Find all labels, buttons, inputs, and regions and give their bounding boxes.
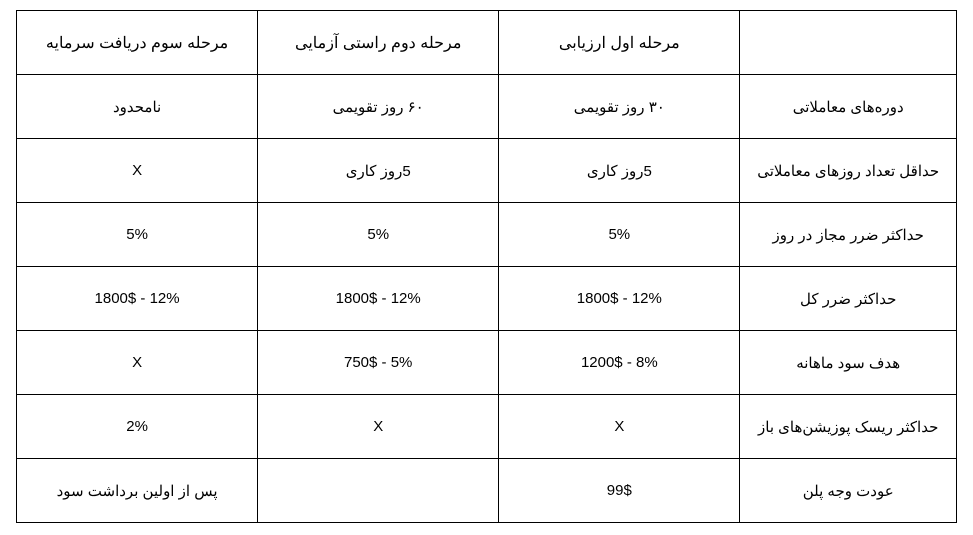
cell-stage2: X [258,395,499,459]
header-label-empty [740,11,957,75]
cell-stage2: ۶۰ روز تقویمی [258,75,499,139]
cell-stage1: ۳۰ روز تقویمی [499,75,740,139]
cell-stage2 [258,459,499,523]
cell-stage2: 12% - 1800$ [258,267,499,331]
cell-stage1: 12% - 1800$ [499,267,740,331]
cell-stage3: 5% [17,203,258,267]
header-stage1: مرحله اول ارزیابی [499,11,740,75]
row-label: عودت وجه پلن [740,459,957,523]
row-label: هدف سود ماهانه [740,331,957,395]
table-row: حداکثر ضرر کل 12% - 1800$ 12% - 1800$ 12… [17,267,957,331]
table-row: حداکثر ضرر مجاز در روز 5% 5% 5% [17,203,957,267]
cell-stage3: پس از اولین برداشت سود [17,459,258,523]
cell-stage3: X [17,331,258,395]
table-row: دوره‌های معاملاتی ۳۰ روز تقویمی ۶۰ روز ت… [17,75,957,139]
row-label: حداکثر ضرر کل [740,267,957,331]
table-row: حداقل تعداد روزهای معاملاتی 5روز کاری 5ر… [17,139,957,203]
table-row: حداکثر ریسک پوزیشن‌های باز X X 2% [17,395,957,459]
table-header-row: مرحله اول ارزیابی مرحله دوم راستی آزمایی… [17,11,957,75]
cell-stage3: 12% - 1800$ [17,267,258,331]
header-stage2: مرحله دوم راستی آزمایی [258,11,499,75]
cell-stage1: X [499,395,740,459]
cell-stage1: 8% - 1200$ [499,331,740,395]
pricing-table: مرحله اول ارزیابی مرحله دوم راستی آزمایی… [16,10,957,523]
cell-stage2: 5% - 750$ [258,331,499,395]
cell-stage1: 99$ [499,459,740,523]
header-stage3: مرحله سوم دریافت سرمایه [17,11,258,75]
cell-stage3: X [17,139,258,203]
cell-stage2: 5% [258,203,499,267]
cell-stage2: 5روز کاری [258,139,499,203]
row-label: حداکثر ضرر مجاز در روز [740,203,957,267]
cell-stage1: 5روز کاری [499,139,740,203]
row-label: حداکثر ریسک پوزیشن‌های باز [740,395,957,459]
row-label: حداقل تعداد روزهای معاملاتی [740,139,957,203]
cell-stage3: نامحدود [17,75,258,139]
table-body: دوره‌های معاملاتی ۳۰ روز تقویمی ۶۰ روز ت… [17,75,957,523]
cell-stage1: 5% [499,203,740,267]
table-row: هدف سود ماهانه 8% - 1200$ 5% - 750$ X [17,331,957,395]
row-label: دوره‌های معاملاتی [740,75,957,139]
cell-stage3: 2% [17,395,258,459]
table-row: عودت وجه پلن 99$ پس از اولین برداشت سود [17,459,957,523]
